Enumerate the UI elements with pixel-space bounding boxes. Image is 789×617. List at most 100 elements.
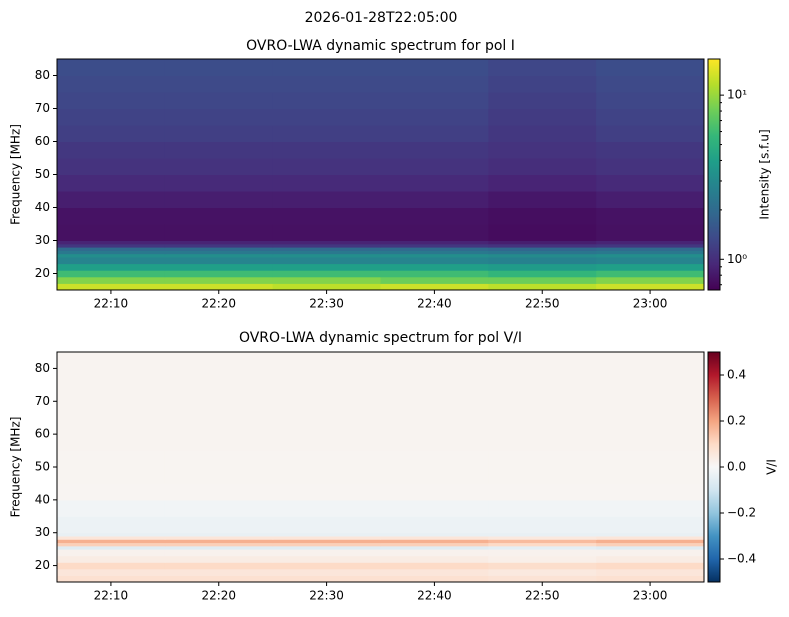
- x-tick-label: 22:40: [417, 589, 452, 603]
- heatmap-cell: [272, 263, 381, 271]
- heatmap-cell: [164, 92, 274, 109]
- heatmap-cell: [164, 384, 274, 402]
- heatmap-cell: [596, 368, 705, 386]
- x-tick-label: 23:00: [633, 297, 668, 311]
- heatmap-cell: [596, 536, 705, 540]
- heatmap-cell: [596, 384, 705, 402]
- heatmap-cell: [164, 536, 274, 540]
- y-tick-label: 80: [35, 361, 50, 375]
- y-axis-label: Frequency [MHz]: [9, 124, 23, 225]
- heatmap-cell: [380, 125, 489, 142]
- heatmap-cell: [380, 549, 489, 557]
- heatmap-cell: [596, 352, 705, 369]
- heatmap-cell: [488, 158, 597, 175]
- colorbar-tick-label: 0.2: [727, 414, 746, 428]
- heatmap-cell: [57, 542, 166, 547]
- heatmap-cell: [380, 253, 489, 258]
- axes-title: OVRO-LWA dynamic spectrum for pol I: [246, 38, 515, 54]
- heatmap-cell: [164, 555, 274, 563]
- heatmap-cell: [57, 276, 166, 284]
- heatmap-cell: [596, 283, 705, 291]
- heatmap-cell: [488, 207, 597, 225]
- heatmap-cell: [380, 224, 489, 241]
- colorbar-tick-label: 0.4: [727, 368, 746, 382]
- heatmap-cell: [596, 224, 705, 241]
- heatmap-cell: [272, 516, 381, 534]
- heatmap-cell: [164, 270, 274, 278]
- heatmap-cell: [272, 417, 381, 435]
- heatmap-cell: [57, 467, 166, 484]
- y-tick-label: 20: [35, 558, 50, 572]
- heatmap-cell: [164, 283, 274, 291]
- heatmap-cell: [380, 158, 489, 175]
- heatmap-cell: [57, 191, 166, 208]
- x-tick-label: 22:10: [94, 297, 129, 311]
- heatmap-cell: [380, 467, 489, 484]
- heatmap-cell: [272, 141, 381, 159]
- heatmap-cell: [596, 549, 705, 557]
- heatmap-cell: [272, 174, 381, 192]
- heatmap-cell: [164, 532, 274, 537]
- heatmap-cell: [380, 263, 489, 271]
- heatmap-cell: [272, 59, 381, 76]
- y-tick-label: 50: [35, 167, 50, 181]
- heatmap-cell: [596, 434, 705, 452]
- heatmap-cell: [596, 257, 705, 265]
- heatmap-cell: [164, 417, 274, 435]
- colorbar: [707, 58, 721, 291]
- y-tick-label: 40: [35, 200, 50, 214]
- heatmap-cell: [164, 240, 274, 245]
- heatmap-cell: [57, 568, 166, 576]
- heatmap-cell: [596, 542, 705, 547]
- heatmap-cell: [272, 499, 381, 517]
- heatmap-cell: [272, 276, 381, 284]
- x-tick-label: 22:50: [525, 589, 560, 603]
- heatmap-cell: [488, 75, 597, 93]
- heatmap-cell: [272, 92, 381, 109]
- heatmap-cell: [164, 575, 274, 583]
- heatmap-cell: [488, 283, 597, 291]
- heatmap-cell: [596, 263, 705, 271]
- heatmap-cell: [272, 108, 381, 126]
- heatmap-cell: [488, 59, 597, 76]
- heatmap-cell: [380, 240, 489, 245]
- heatmap-cell: [57, 483, 166, 501]
- heatmap-cell: [57, 108, 166, 126]
- y-tick-label: 30: [35, 525, 50, 539]
- heatmap-cell: [380, 434, 489, 452]
- y-tick-label: 70: [35, 394, 50, 408]
- heatmap-cell: [596, 174, 705, 192]
- heatmap-cell: [380, 352, 489, 369]
- heatmap-cell: [272, 575, 381, 583]
- heatmap-cell: [57, 549, 166, 557]
- heatmap-cell: [488, 562, 597, 570]
- heatmap-cell: [272, 368, 381, 386]
- heatmap-cell: [272, 257, 381, 265]
- heatmap-cell: [57, 257, 166, 265]
- heatmap-cell: [488, 384, 597, 402]
- heatmap-cell: [164, 257, 274, 265]
- heatmap-cell: [380, 384, 489, 402]
- heatmap-cell: [488, 276, 597, 284]
- heatmap-cell: [164, 562, 274, 570]
- heatmap-cell: [596, 516, 705, 534]
- heatmap-cell: [596, 158, 705, 175]
- heatmap-cell: [57, 92, 166, 109]
- y-tick-label: 80: [35, 68, 50, 82]
- heatmap-cell: [272, 352, 381, 369]
- heatmap-cell: [488, 352, 597, 369]
- heatmap-cell: [488, 417, 597, 435]
- heatmap-cell: [488, 450, 597, 468]
- x-tick-label: 22:30: [309, 589, 344, 603]
- heatmap-cell: [380, 516, 489, 534]
- heatmap-cell: [596, 276, 705, 284]
- heatmap-cell: [380, 283, 489, 291]
- heatmap-cell: [164, 539, 274, 544]
- heatmap-cell: [488, 545, 597, 550]
- heatmap-cell: [164, 224, 274, 241]
- heatmap-cell: [164, 450, 274, 468]
- heatmap-cell: [164, 467, 274, 484]
- heatmap-cell: [488, 483, 597, 501]
- heatmap-cell: [164, 542, 274, 547]
- heatmap-cell: [57, 240, 166, 245]
